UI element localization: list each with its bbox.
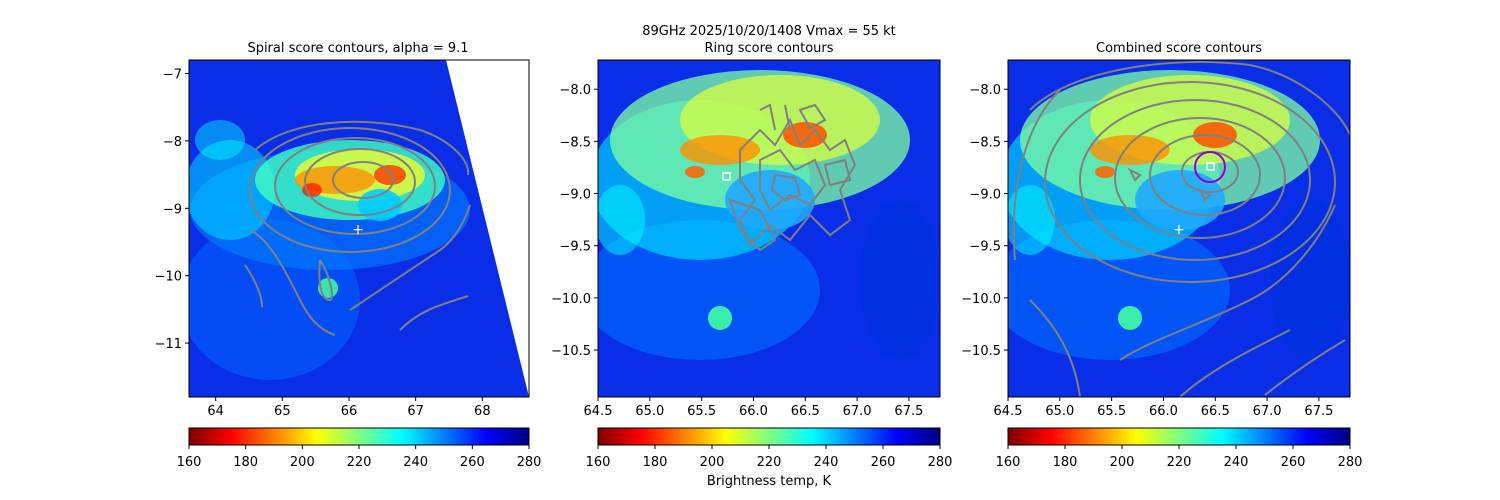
- x-tick-label: 67.0: [1253, 404, 1282, 419]
- y-tick-label: −9.5: [969, 240, 1001, 255]
- colorbar: 160 180 200 220 240 260 280: [177, 427, 542, 470]
- colorbar-tick-label: 220: [347, 455, 372, 470]
- x-tick-label: 65.5: [1097, 404, 1126, 419]
- colorbar-ticks: 160 180 200 220 240 260 280: [996, 445, 1363, 470]
- colorbar-tick-label: 180: [233, 455, 258, 470]
- panel-title: Ring score contours: [704, 41, 833, 56]
- x-tick-label: 64.5: [584, 404, 613, 419]
- plot-frame: [188, 59, 530, 398]
- axes: 64 65 66 67 68 −7 −8 −9 −10 −11: [155, 67, 491, 419]
- colorbar-tick-label: 200: [700, 455, 725, 470]
- colorbar-tick-label: 260: [1281, 455, 1306, 470]
- plot-frame: [597, 59, 941, 398]
- contour-lines: [1012, 61, 1350, 397]
- panel-ring: Ring score contours 64.5 65.0 65.5 6: [551, 41, 952, 489]
- plot-frame: [1007, 59, 1351, 398]
- colorbar-tick-label: 240: [403, 455, 428, 470]
- x-tick-label: 65.5: [687, 404, 716, 419]
- x-tick-label: 65: [274, 404, 291, 419]
- colorbar-tick-label: 260: [871, 455, 896, 470]
- colorbar: 160 180 200 220 240 260 280: [996, 427, 1363, 470]
- colorbar-tick-label: 240: [1224, 455, 1249, 470]
- center-marker: +: [352, 222, 364, 238]
- y-tick-label: −9.0: [969, 188, 1001, 203]
- y-tick-label: −8.0: [969, 83, 1001, 98]
- center-circle: [1194, 151, 1226, 183]
- colorbar-tick-label: 220: [1167, 455, 1192, 470]
- y-tick-label: −8.5: [559, 135, 591, 150]
- y-tick-label: −9: [163, 202, 182, 217]
- x-tick-label: 66.0: [739, 404, 768, 419]
- colorbar-gradient: [1007, 427, 1351, 446]
- colorbar-tick-label: 160: [996, 455, 1021, 470]
- colorbar-gradient: [188, 427, 530, 446]
- heatmap-image: [598, 60, 940, 397]
- center-marker: [722, 172, 731, 181]
- colorbar-tick-label: 160: [586, 455, 611, 470]
- colorbar-tick-label: 200: [1110, 455, 1135, 470]
- colorbar-tick-label: 160: [177, 455, 202, 470]
- y-tick-label: −8.0: [559, 83, 591, 98]
- x-tick-label: 64: [207, 404, 224, 419]
- x-tick-label: 64.5: [994, 404, 1023, 419]
- center-marker: [1206, 162, 1215, 171]
- colorbar-tick-label: 280: [1338, 455, 1363, 470]
- y-tick-label: −10.5: [551, 344, 591, 359]
- y-tick-label: −8.5: [969, 135, 1001, 150]
- x-tick-label: 65.0: [635, 404, 664, 419]
- panel-title: Spiral score contours, alpha = 9.1: [247, 41, 468, 56]
- colorbar-tick-label: 240: [814, 455, 839, 470]
- colorbar-ticks: 160 180 200 220 240 260 280: [586, 445, 953, 470]
- first-guess-marker: +: [1173, 222, 1185, 238]
- y-tick-label: −9.5: [559, 240, 591, 255]
- x-tick-label: 65.0: [1045, 404, 1074, 419]
- y-tick-label: −10.5: [961, 344, 1001, 359]
- colorbar-tick-label: 280: [517, 455, 542, 470]
- y-tick-label: −7: [163, 67, 182, 82]
- colorbar-tick-label: 180: [1053, 455, 1078, 470]
- heatmap-image: [189, 60, 529, 397]
- colorbar: 160 180 200 220 240 260 280 Brightness temp, K: [586, 427, 953, 489]
- contour-lines: [244, 120, 471, 336]
- x-tick-label: 66: [341, 404, 358, 419]
- panel-spiral: Spiral score contours, alpha = 9.1: [155, 41, 542, 470]
- x-tick-label: 66.0: [1149, 404, 1178, 419]
- x-tick-label: 67.0: [843, 404, 872, 419]
- heatmap-image: [1008, 60, 1350, 397]
- colorbar-tick-label: 260: [460, 455, 485, 470]
- colorbar-label: Brightness temp, K: [707, 474, 832, 489]
- y-tick-label: −11: [155, 337, 182, 352]
- colorbar-gradient: [597, 427, 941, 446]
- y-tick-label: −10.0: [961, 292, 1001, 307]
- figure-suptitle: 89GHz 2025/10/20/1408 Vmax = 55 kt: [642, 24, 896, 39]
- x-tick-label: 67.5: [1304, 404, 1333, 419]
- colorbar-ticks: 160 180 200 220 240 260 280: [177, 445, 542, 470]
- y-tick-label: −9.0: [559, 188, 591, 203]
- y-tick-label: −10.0: [551, 292, 591, 307]
- panel-combined: Combined score contours: [961, 41, 1362, 470]
- panel-title: Combined score contours: [1096, 41, 1262, 56]
- colorbar-tick-label: 200: [290, 455, 315, 470]
- x-tick-label: 67.5: [894, 404, 923, 419]
- axes: 64.5 65.0 65.5 66.0 66.5 67.0 67.5 −8.0 −8.5 −9.0…: [961, 83, 1333, 419]
- y-tick-label: −8: [163, 135, 182, 150]
- colorbar-tick-label: 220: [757, 455, 782, 470]
- x-tick-label: 66.5: [791, 404, 820, 419]
- colorbar-tick-label: 280: [928, 455, 953, 470]
- axes: 64.5 65.0 65.5 66.0 66.5 67.0 67.5 −8.0 −8.5 −9.0…: [551, 83, 923, 419]
- x-tick-label: 67: [407, 404, 424, 419]
- colorbar-tick-label: 180: [643, 455, 668, 470]
- y-tick-label: −10: [155, 270, 182, 285]
- contour-lines: [728, 103, 857, 252]
- x-tick-label: 68: [474, 404, 491, 419]
- x-tick-label: 66.5: [1201, 404, 1230, 419]
